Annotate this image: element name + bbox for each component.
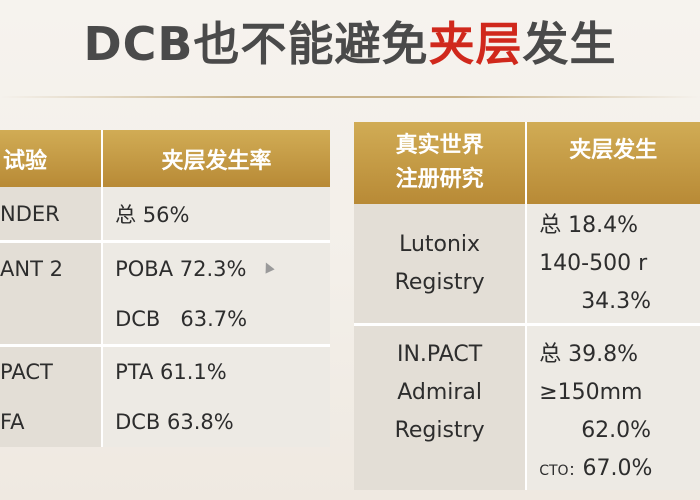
right-row-2-rate-line-1: 总 39.8% (539, 342, 639, 367)
left-row-2-rate-line-2: DCB 63.7% (115, 306, 248, 331)
right-row-2-rate-line-3: 62.0% (581, 418, 652, 443)
right-row-1-rate-line-3: 34.3% (581, 288, 652, 314)
right-table: 真实世界 注册研究 夹层发生 Lutonix Registry 总 18.4% … (354, 122, 700, 490)
right-row-2-name-line-1: IN.PACT (396, 342, 483, 367)
right-header-registry: 真实世界 注册研究 (354, 122, 528, 204)
right-header-line-1: 真实世界 (395, 133, 484, 158)
left-row-3-trial-line-1: PACT (0, 360, 53, 384)
title-prefix: DCB也不能避免 (83, 17, 429, 71)
title-suffix: 发生 (522, 17, 617, 71)
right-row-2-name: IN.PACT Admiral Registry (354, 326, 528, 490)
left-row-2-rate: POBA 72.3% DCB 63.7% (103, 243, 330, 347)
left-row-1-trial: NDER (0, 187, 104, 243)
right-row-2-name-line-2: Admiral (397, 380, 482, 405)
right-row-1-name: Lutonix Registry (354, 204, 528, 326)
left-row-2-rate-line-1: POBA 72.3% (115, 256, 247, 281)
left-row-3-rate-line-2: DCB 63.8% (115, 410, 234, 434)
right-header-rate: 夹层发生 (527, 122, 700, 204)
right-row-1-name-line-1: Lutonix (399, 231, 481, 257)
left-row-3-rate: PTA 61.1% DCB 63.8% (103, 347, 330, 447)
right-row-1-rate: 总 18.4% 140-500 r 34.3% (527, 204, 700, 326)
right-header-line-2: 注册研究 (395, 167, 484, 192)
right-row-2-name-line-3: Registry (394, 418, 485, 443)
left-header-trial: 试验 (0, 130, 104, 187)
right-row-2-rate: 总 39.8% ≥150mm 62.0% CTO：67.0% (527, 326, 700, 490)
right-row-1-rate-line-1: 总 18.4% (539, 212, 639, 238)
right-row-2-rate-line-2: ≥150mm (539, 380, 643, 405)
left-table: 试验 夹层发生率 NDER 总 56% ANT 2 POBA 72.3% DCB… (0, 130, 330, 447)
left-row-3-trial-line-2: FA (0, 410, 25, 434)
left-header-rate: 夹层发生率 (103, 130, 330, 187)
left-row-1-rate: 总 56% (103, 187, 330, 243)
left-row-3-trial: PACT FA (0, 347, 104, 447)
title-highlight: 夹层 (428, 17, 523, 71)
slide-title: DCB也不能避免夹层发生 (0, 14, 700, 74)
right-row-2-rate-line-4: CTO：67.0% (539, 450, 700, 490)
cto-value: 67.0% (582, 456, 653, 481)
left-row-3-rate-line-1: PTA 61.1% (115, 360, 227, 384)
cto-label: CTO： (539, 463, 583, 479)
right-row-1-rate-line-2: 140-500 r (539, 250, 648, 276)
left-row-2-trial: ANT 2 (0, 243, 104, 347)
right-row-1-name-line-2: Registry (394, 269, 485, 295)
title-divider (0, 96, 700, 98)
